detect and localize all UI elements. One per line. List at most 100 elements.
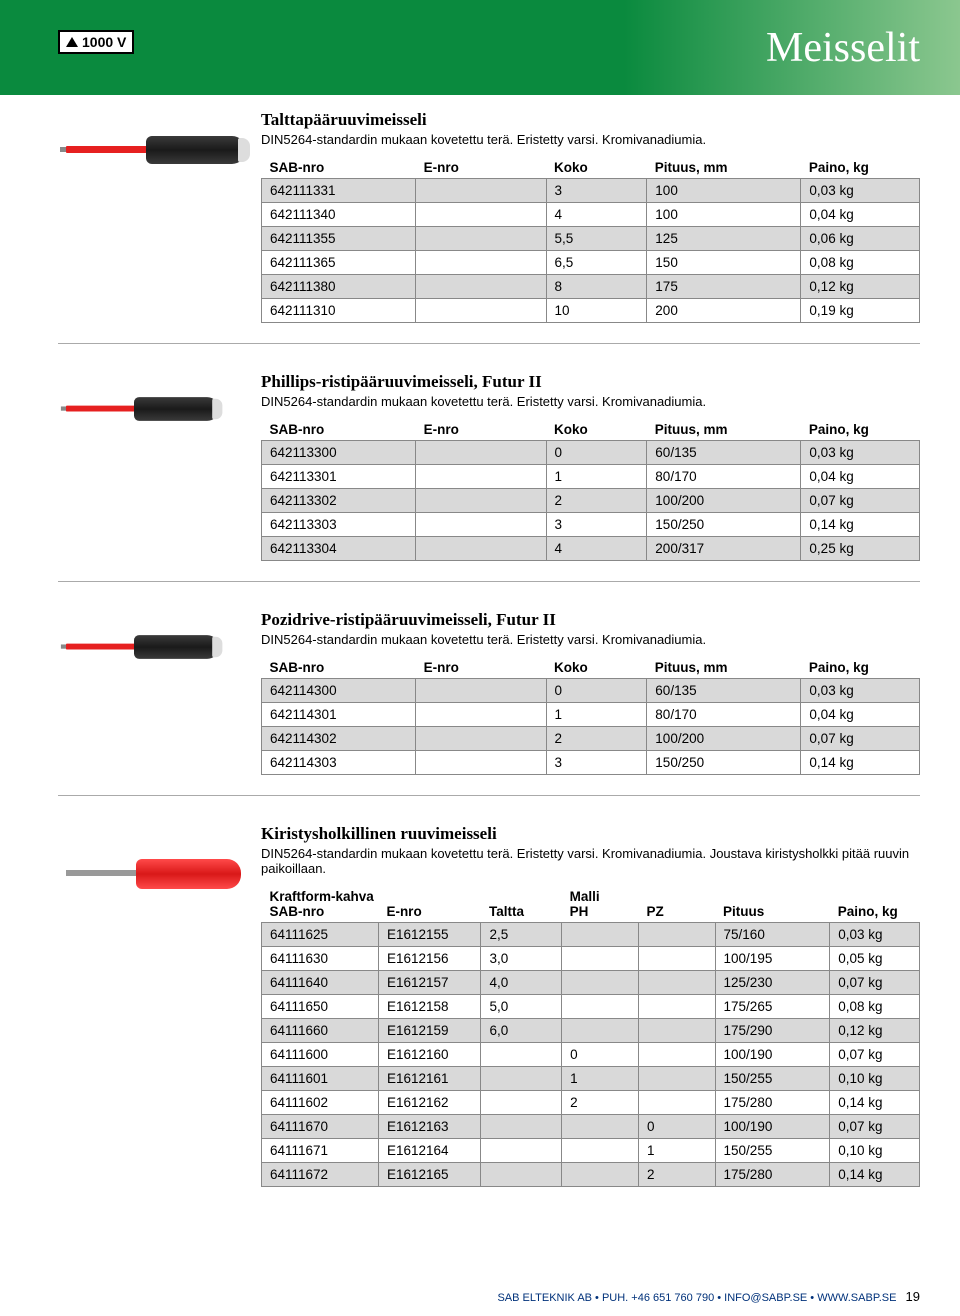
table-cell [639,947,716,971]
table-cell: 0,07 kg [830,1043,920,1067]
column-header: Paino, kg [830,904,920,923]
table-row: 64111671E16121641150/2550,10 kg [262,1139,920,1163]
table-cell: 2 [562,1091,639,1115]
column-header: E-nro [416,657,546,679]
table-cell [639,1067,716,1091]
table-cell: 2 [546,489,647,513]
table-cell [562,1139,639,1163]
column-header: E-nro [416,157,546,179]
column-header: Koko [546,419,647,441]
table-cell: E1612163 [378,1115,481,1139]
table-cell: 64111670 [262,1115,379,1139]
table-cell: 4,0 [481,971,562,995]
table-cell [562,971,639,995]
table-cell: 0,03 kg [801,441,920,465]
table-cell: 100 [647,203,801,227]
table-cell [416,251,546,275]
table-row: 64111670E16121630100/1900,07 kg [262,1115,920,1139]
footer: SAB ELTEKNIK AB • PUH. +46 651 760 790 •… [497,1289,920,1304]
table-cell: 4 [546,203,647,227]
table-cell: 0,12 kg [830,1019,920,1043]
table-cell: 0,07 kg [830,1115,920,1139]
table-cell: 642111355 [262,227,416,251]
table-cell: 0,14 kg [801,513,920,537]
product-image [58,372,253,561]
table-cell: 0,14 kg [801,751,920,775]
product-table: SAB-nroE-nroKokoPituus, mmPaino, kg 6421… [261,419,920,561]
table-cell: 0,05 kg [830,947,920,971]
table-cell [416,537,546,561]
table-cell [416,227,546,251]
table-cell [416,179,546,203]
table-cell: 1 [639,1139,716,1163]
sublabel-kraftform: Kraftform-kahva [262,886,481,904]
table-cell [416,275,546,299]
table-cell: E1612164 [378,1139,481,1163]
section-desc: DIN5264-standardin mukaan kovetettu terä… [261,394,920,409]
table-cell: 642114303 [262,751,416,775]
section-taltta: Talttapääruuvimeisseli DIN5264-standardi… [58,110,920,344]
section-desc: DIN5264-standardin mukaan kovetettu terä… [261,846,920,876]
table-cell: 200/317 [647,537,801,561]
table-cell: 3 [546,513,647,537]
table-cell: 100/200 [647,727,801,751]
table-cell: 642114301 [262,703,416,727]
table-row: 64111601E16121611150/2550,10 kg [262,1067,920,1091]
section-desc: DIN5264-standardin mukaan kovetettu terä… [261,132,920,147]
column-header: Paino, kg [801,419,920,441]
product-table: Kraftform-kahva Malli SAB-nroE-nroTaltta… [261,886,920,1187]
table-cell: 0,25 kg [801,537,920,561]
table-cell [416,299,546,323]
table-cell: 64111601 [262,1067,379,1091]
table-cell: 200 [647,299,801,323]
table-cell: E1612156 [378,947,481,971]
table-cell [481,1115,562,1139]
table-cell [639,923,716,947]
page-number: 19 [906,1289,920,1304]
column-header: PH [562,904,639,923]
sublabel-malli: Malli [562,886,715,904]
table-cell: 0,03 kg [801,179,920,203]
table-cell: 642113302 [262,489,416,513]
table-cell: 0 [546,441,647,465]
table-cell [416,465,546,489]
voltage-badge-text: 1000 V [82,34,126,50]
column-header: SAB-nro [262,657,416,679]
column-header: Paino, kg [801,657,920,679]
table-cell: 80/170 [647,465,801,489]
page: Meisselit 1000 V Talttapääruuvimeisseli … [0,0,960,1316]
table-cell: 64111671 [262,1139,379,1163]
column-header: Koko [546,657,647,679]
table-cell: 642113301 [262,465,416,489]
table-cell [562,923,639,947]
product-image [58,610,253,775]
table-cell: 0 [546,679,647,703]
table-cell [481,1139,562,1163]
table-cell: 64111630 [262,947,379,971]
table-cell [639,1043,716,1067]
table-cell: 2 [546,727,647,751]
table-cell: 0,07 kg [830,971,920,995]
table-cell: 0,12 kg [801,275,920,299]
table-cell: 0,04 kg [801,465,920,489]
table-cell: 642113304 [262,537,416,561]
table-row: 642111310102000,19 kg [262,299,920,323]
table-cell [416,679,546,703]
table-cell [481,1163,562,1187]
table-cell: 64111600 [262,1043,379,1067]
table-cell [416,751,546,775]
table-cell: 642114300 [262,679,416,703]
column-header: E-nro [378,904,481,923]
table-cell: E1612159 [378,1019,481,1043]
table-cell: 125/230 [715,971,830,995]
voltage-badge: 1000 V [58,30,134,54]
table-row: 64211138081750,12 kg [262,275,920,299]
table-cell: E1612155 [378,923,481,947]
table-cell [416,203,546,227]
product-image [58,110,253,323]
product-table: SAB-nroE-nroKokoPituus, mmPaino, kg 6421… [261,157,920,323]
table-cell: 0,14 kg [830,1091,920,1115]
table-cell: 175/265 [715,995,830,1019]
table-cell: 0,07 kg [801,489,920,513]
table-cell: 642111331 [262,179,416,203]
